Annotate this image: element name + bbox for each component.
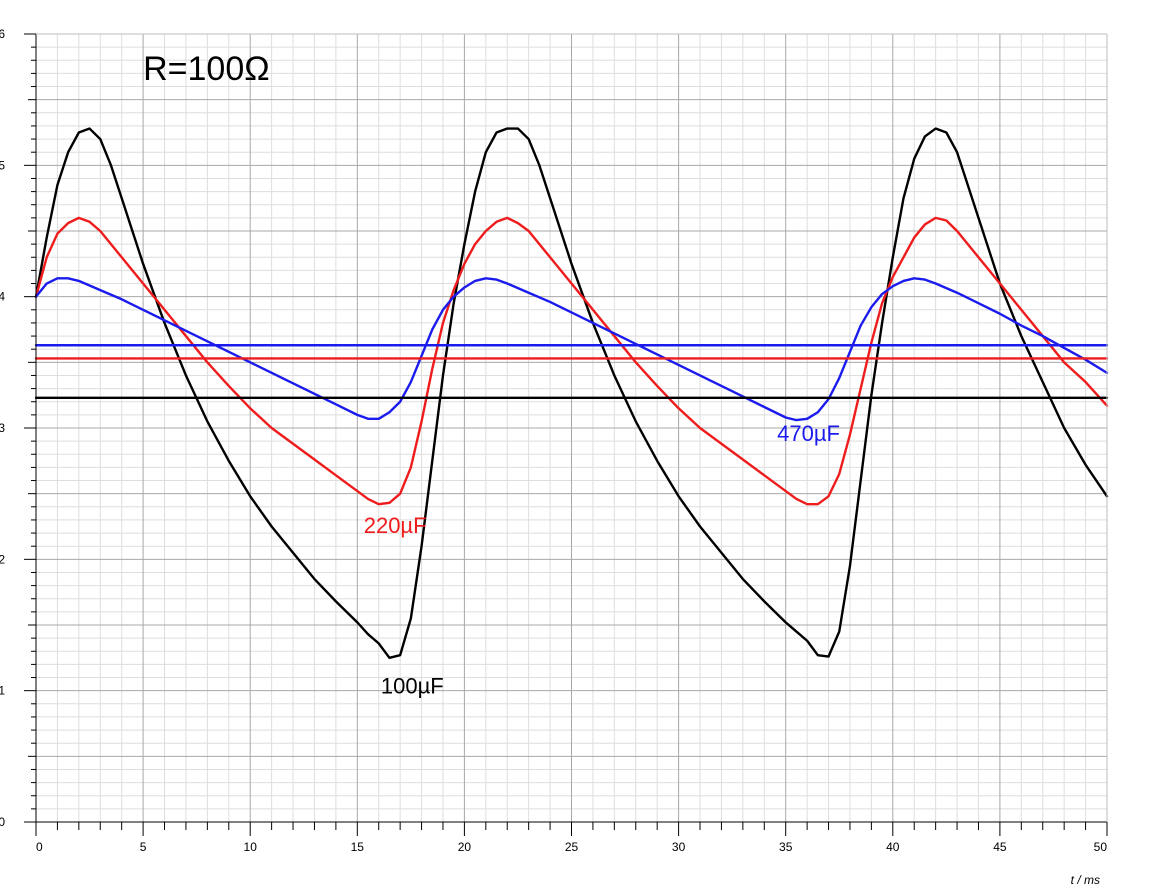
series-line-1 [34,216,1109,506]
annotation-layer: R=100Ω 220µF 100µF 470µF [143,50,840,698]
series-layer [34,127,1109,660]
y-tick-label: 5 [0,158,5,172]
x-tick-label: 25 [565,840,579,854]
x-tick-label: 45 [993,840,1007,854]
annotation-2: 100µF [381,673,444,698]
series-line-0 [34,127,1109,660]
x-tick-label: 50 [1094,840,1108,854]
x-tick-label: 5 [140,840,147,854]
series-line-2 [34,277,1109,422]
x-tick-label: 10 [244,840,258,854]
x-tick-label: 20 [458,840,472,854]
annotation-3: 470µF [777,421,840,446]
y-tick-label: 3 [0,421,5,435]
major-grid [36,34,1107,822]
x-tick-label: 40 [886,840,900,854]
x-tick-label: 35 [779,840,793,854]
x-axis-label: t / ms [1071,873,1100,887]
y-tick-label: 1 [0,684,5,698]
x-tick-label: 0 [36,840,43,854]
y-tick-label: 0 [0,815,5,829]
y-tick-label: 2 [0,552,5,566]
x-tick-label: 15 [351,840,365,854]
y-tick-label: 6 [0,27,5,41]
annotation-0: R=100Ω [143,50,270,88]
x-tick-label: 30 [672,840,686,854]
y-tick-label: 4 [0,290,5,304]
annotation-1: 220µF [364,513,427,538]
